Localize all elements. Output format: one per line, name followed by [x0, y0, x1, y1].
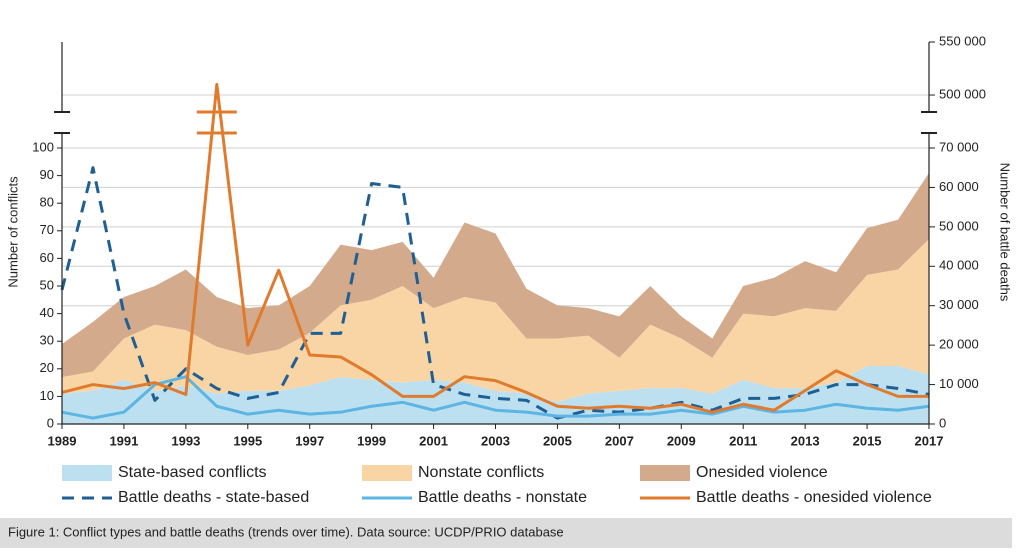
line: [61, 375, 930, 420]
legend-swatch: [62, 465, 112, 481]
y2-tick-label: 550 000: [939, 33, 986, 48]
y2-axis-title: Number of battle deaths: [998, 163, 1013, 302]
caption-bar: [0, 518, 1012, 548]
x-tick-label: 1991: [109, 433, 138, 448]
x-tick-label: 2017: [915, 433, 944, 448]
x-tick-label: 2009: [667, 433, 696, 448]
caption: Figure 1: Conflict types and battle deat…: [8, 524, 564, 539]
y2-tick-label: 10 000: [939, 376, 979, 391]
y-tick-label: 80: [40, 195, 54, 210]
x-tick-label: 2001: [419, 433, 448, 448]
y-tick-label: 20: [40, 360, 54, 375]
x-tick-label: 1997: [295, 433, 324, 448]
x-tick-label: 1993: [171, 433, 200, 448]
y-tick-label: 90: [40, 167, 54, 182]
legend-label: State-based conflicts: [118, 464, 267, 481]
y-tick-label: 70: [40, 222, 54, 237]
legend-label: Battle deaths - state-based: [118, 489, 309, 506]
legend-label: Onesided violence: [696, 464, 828, 481]
x-tick-label: 2003: [481, 433, 510, 448]
x-tick-label: 1989: [48, 433, 77, 448]
line: [61, 82, 929, 414]
x-tick-label: 2013: [791, 433, 820, 448]
legend-label: Battle deaths - onesided violence: [696, 489, 932, 506]
legend-label: Battle deaths - nonstate: [418, 489, 587, 506]
x-tick-label: 2007: [605, 433, 634, 448]
y-tick-label: 50: [40, 277, 54, 292]
y-tick-label: 30: [40, 333, 54, 348]
y2-tick-label: 40 000: [939, 258, 979, 273]
y-tick-label: 40: [40, 305, 54, 320]
y2-tick-label: 20 000: [939, 337, 979, 352]
legend-label: Nonstate conflicts: [418, 464, 544, 481]
y-tick-label: 10: [40, 388, 54, 403]
y-tick-label: 60: [40, 250, 54, 265]
y-axis-title: Number of conflicts: [5, 176, 20, 288]
y-tick-label: 100: [32, 139, 54, 154]
x-tick-label: 1999: [357, 433, 386, 448]
y2-tick-label: 0: [939, 415, 946, 430]
y2-tick-label: 60 000: [939, 179, 979, 194]
x-tick-label: 2015: [853, 433, 882, 448]
y2-tick-label: 500 000: [939, 86, 986, 101]
x-tick-label: 2005: [543, 433, 572, 448]
area: [62, 172, 929, 378]
x-tick-label: 2011: [729, 433, 757, 448]
y2-tick-label: 30 000: [939, 297, 979, 312]
y-tick-label: 0: [47, 415, 54, 430]
y2-tick-label: 70 000: [939, 139, 979, 154]
legend-swatch: [362, 465, 412, 481]
x-tick-label: 1995: [233, 433, 262, 448]
legend-swatch: [640, 465, 690, 481]
area: [62, 239, 929, 402]
y2-tick-label: 50 000: [939, 218, 979, 233]
